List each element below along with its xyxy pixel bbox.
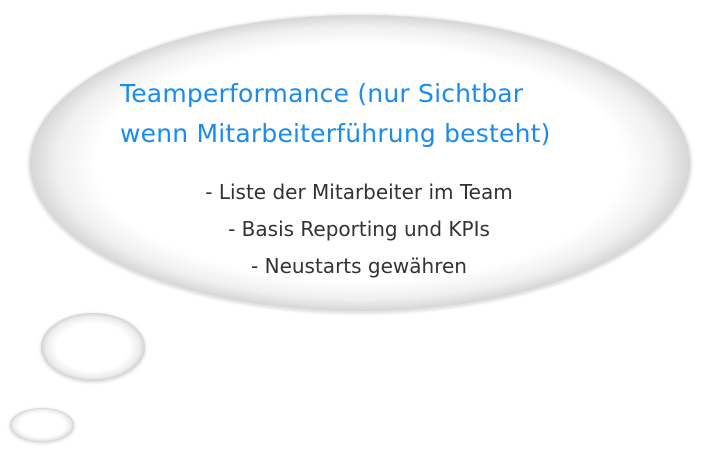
medium-thought-circle xyxy=(40,313,146,383)
small-thought-circle xyxy=(9,408,75,444)
main-thought-cloud xyxy=(28,14,692,314)
